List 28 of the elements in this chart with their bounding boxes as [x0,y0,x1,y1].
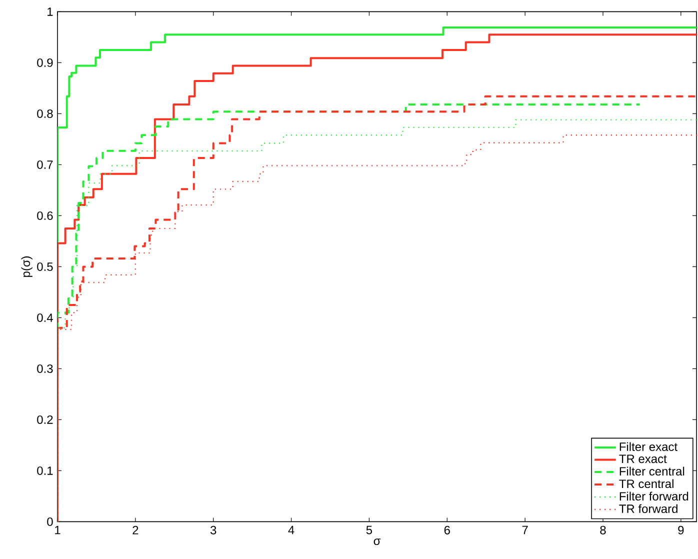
y-tick-label: 0 [47,518,53,526]
y-tick-label: 0.8 [37,110,53,118]
y-tick-label: 0.2 [37,416,53,424]
x-tick-label: 7 [522,526,528,534]
legend-label: Filter forward [620,492,688,501]
legend-label: Filter central [620,466,684,476]
x-tick-label: 1 [55,526,60,534]
x-tick-label: 2 [132,526,138,534]
y-axis-title: p(σ) [21,256,32,278]
y-tick-label: 0.7 [37,160,53,170]
x-tick-label: 5 [366,526,372,534]
legend-label: TR forward [619,504,678,514]
x-tick-label: 3 [210,526,216,535]
y-tick-label: 0.1 [37,466,53,476]
legend-label: TR exact [619,454,667,464]
x-tick-label: 6 [444,526,450,535]
legend-label: TR central [619,479,674,488]
x-tick-label: 8 [600,526,606,535]
y-tick-label: 0.9 [37,58,53,68]
x-tick-label: 4 [288,526,294,534]
y-tick-label: 0.4 [37,314,53,322]
y-tick-label: 0.6 [37,212,53,220]
legend-label: Filter exact [620,442,678,452]
y-tick-label: 0.5 [37,262,53,272]
y-tick-label: 1 [48,8,53,16]
x-tick-label: 9 [678,526,684,535]
y-tick-label: 0.3 [37,364,53,374]
x-axis-title: σ [374,538,381,546]
